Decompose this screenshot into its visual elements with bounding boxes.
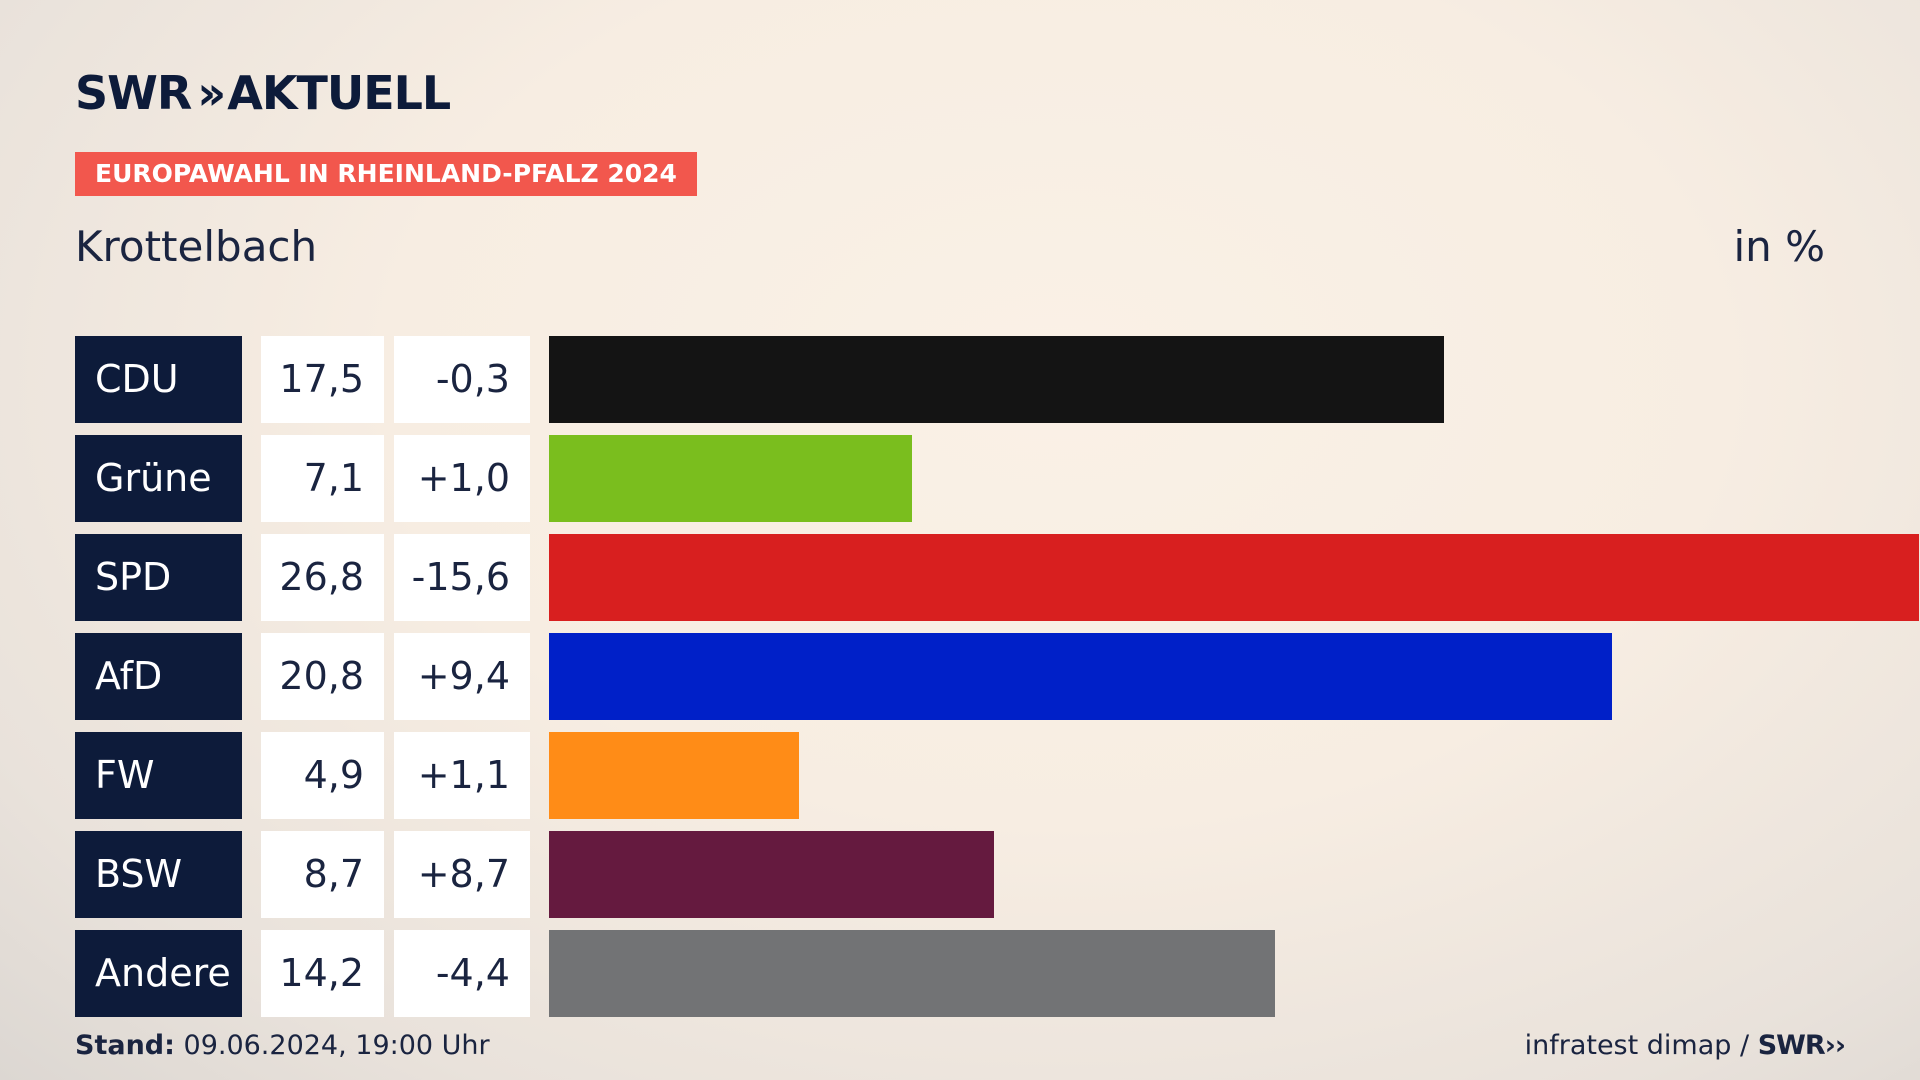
vote-share-bar [549,732,799,819]
vote-share-value: 8,7 [261,831,384,918]
source-credit: infratest dimap / SWR›› [1524,1030,1846,1061]
vote-change-value: +1,0 [394,435,530,522]
source-text: infratest dimap / [1524,1030,1750,1061]
party-label: BSW [75,831,242,918]
vote-share-bar [549,435,912,522]
vote-share-bar [549,633,1612,720]
logo-aktuell-text: AKTUELL [227,66,451,120]
unit-label: in % [1733,222,1825,271]
vote-share-value: 4,9 [261,732,384,819]
region-title: Krottelbach [75,222,318,271]
vote-share-bar [549,831,994,918]
party-label: CDU [75,336,242,423]
timestamp: Stand: 09.06.2024, 19:00 Uhr [75,1030,490,1061]
chevron-right-icon: ›› [197,66,226,120]
party-label: SPD [75,534,242,621]
vote-share-value: 20,8 [261,633,384,720]
party-label: Grüne [75,435,242,522]
vote-change-value: -0,3 [394,336,530,423]
party-label: Andere [75,930,242,1017]
vote-change-value: +9,4 [394,633,530,720]
vote-share-bar [549,336,1444,423]
logo-swr-text: SWR [75,66,192,120]
vote-share-value: 14,2 [261,930,384,1017]
party-label: FW [75,732,242,819]
swr-mini-logo: SWR›› [1757,1030,1846,1061]
vote-share-value: 17,5 [261,336,384,423]
vote-change-value: -15,6 [394,534,530,621]
vote-share-bar [549,930,1275,1017]
vote-change-value: -4,4 [394,930,530,1017]
party-label: AfD [75,633,242,720]
vote-change-value: +8,7 [394,831,530,918]
vote-share-value: 26,8 [261,534,384,621]
swr-aktuell-logo: SWR ›› AKTUELL [75,66,451,120]
chevron-right-icon: ›› [1824,1030,1846,1061]
timestamp-label: Stand: [75,1030,175,1061]
timestamp-value: 09.06.2024, 19:00 Uhr [183,1030,490,1061]
vote-share-bar [549,534,1919,621]
vote-share-value: 7,1 [261,435,384,522]
election-tag: EUROPAWAHL IN RHEINLAND-PFALZ 2024 [75,152,697,196]
vote-change-value: +1,1 [394,732,530,819]
